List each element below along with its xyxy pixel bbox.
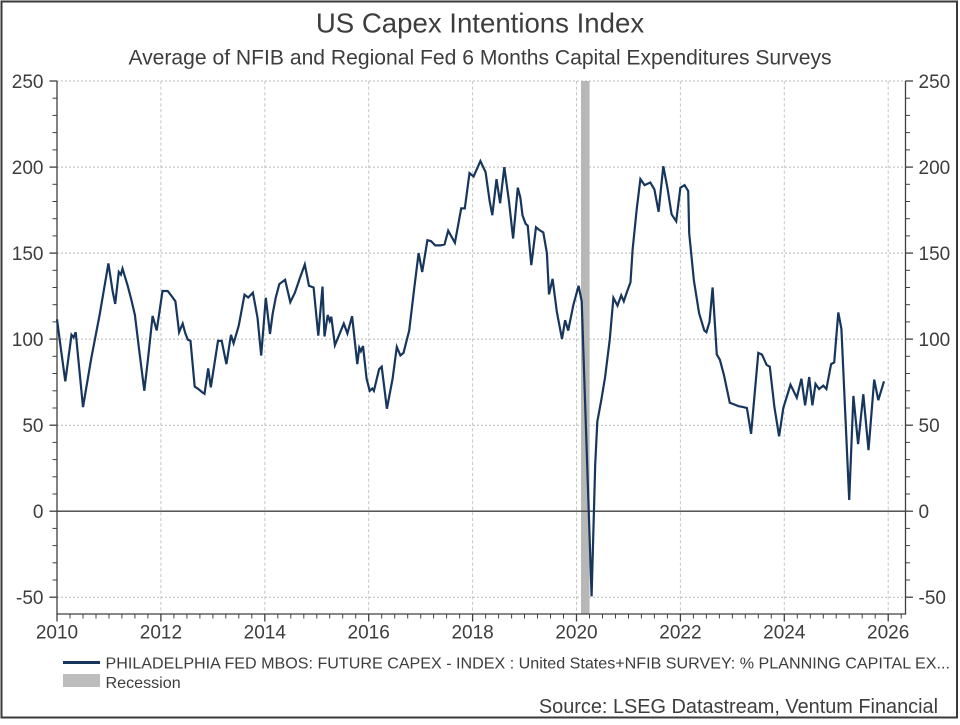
svg-text:0: 0	[33, 502, 44, 523]
svg-text:2018: 2018	[451, 623, 493, 644]
svg-text:2010: 2010	[36, 623, 78, 644]
svg-text:2022: 2022	[659, 623, 701, 644]
svg-text:150: 150	[919, 244, 951, 265]
svg-text:Average of NFIB and Regional F: Average of NFIB and Regional Fed 6 Month…	[128, 46, 831, 69]
svg-text:100: 100	[12, 330, 44, 351]
svg-text:150: 150	[12, 244, 44, 265]
svg-text:100: 100	[919, 330, 951, 351]
svg-text:-50: -50	[919, 588, 946, 609]
svg-text:250: 250	[12, 72, 44, 93]
svg-text:-50: -50	[16, 588, 43, 609]
svg-text:200: 200	[12, 158, 44, 179]
svg-text:Recession: Recession	[106, 674, 181, 692]
svg-text:2014: 2014	[244, 623, 287, 644]
svg-text:PHILADELPHIA FED MBOS: FUTURE: PHILADELPHIA FED MBOS: FUTURE CAPEX - IN…	[106, 654, 950, 672]
svg-text:2016: 2016	[348, 623, 390, 644]
svg-text:US Capex Intentions Index: US Capex Intentions Index	[316, 8, 644, 39]
svg-text:Source: LSEG Datastream, Ventu: Source: LSEG Datastream, Ventum Financia…	[539, 696, 938, 718]
svg-text:2024: 2024	[763, 623, 806, 644]
svg-text:2026: 2026	[867, 623, 909, 644]
svg-text:2012: 2012	[140, 623, 182, 644]
svg-text:0: 0	[919, 502, 930, 523]
svg-text:250: 250	[919, 72, 951, 93]
svg-text:50: 50	[22, 416, 43, 437]
svg-text:50: 50	[919, 416, 940, 437]
svg-text:2020: 2020	[555, 623, 597, 644]
svg-text:200: 200	[919, 158, 951, 179]
